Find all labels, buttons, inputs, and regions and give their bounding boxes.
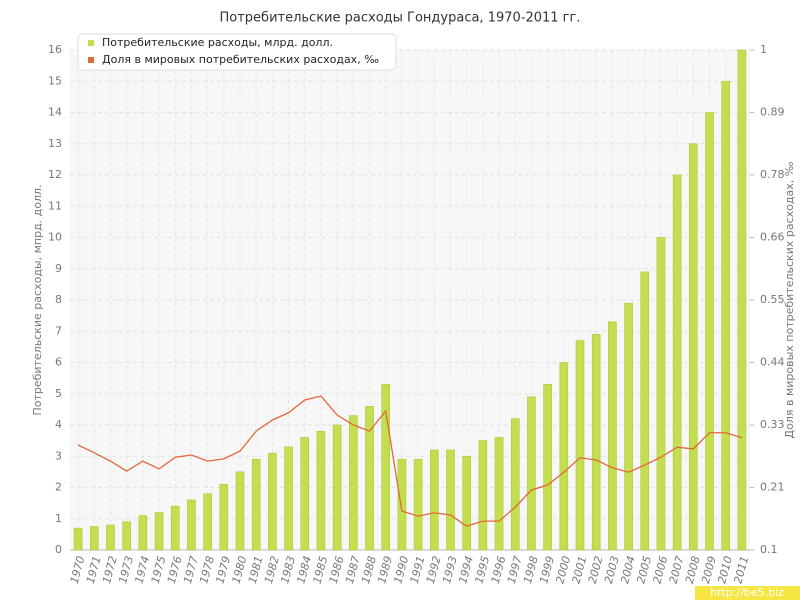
bar <box>656 237 666 551</box>
legend-swatch <box>88 57 94 63</box>
y-tick-label: 13 <box>48 137 62 150</box>
y-tick-label: 9 <box>55 262 62 275</box>
y-tick-label: 14 <box>48 106 62 119</box>
y2-tick-label: 0.66 <box>760 231 785 244</box>
bar <box>349 415 358 551</box>
bar <box>89 526 99 551</box>
bar <box>284 446 293 551</box>
y-tick-label: 8 <box>55 293 62 306</box>
chart-title: Потребительские расходы Гондураса, 1970-… <box>220 11 581 26</box>
bar <box>203 493 212 551</box>
y-tick-label: 16 <box>48 43 62 56</box>
bar <box>187 499 196 551</box>
bar <box>527 396 536 551</box>
y2-tick-label: 0.89 <box>760 106 785 119</box>
bar <box>73 527 83 551</box>
legend-box <box>77 33 397 71</box>
bar <box>138 515 148 551</box>
legend-swatch <box>88 40 94 46</box>
bar <box>559 362 569 551</box>
bar <box>219 484 229 551</box>
y2-tick-label: 0.78 <box>760 168 785 181</box>
y-tick-label: 0 <box>55 543 62 556</box>
bar <box>446 449 455 551</box>
y-axis-title: Потребительские расходы, мпрд. долл. <box>31 184 44 415</box>
bar <box>154 512 164 551</box>
y-tick-label: 3 <box>55 449 62 462</box>
bar <box>365 405 374 551</box>
watermark-bg <box>695 586 800 600</box>
legend-label: Доля в мировых потребительских расходах,… <box>102 53 379 66</box>
bar <box>251 459 261 551</box>
y-tick-label: 5 <box>55 387 62 400</box>
bar <box>705 112 714 551</box>
y-tick-label: 12 <box>48 168 62 181</box>
y2-tick-label: 0.1 <box>760 543 778 556</box>
bar <box>591 334 601 551</box>
bar <box>672 174 682 551</box>
y2-tick-label: 0.44 <box>760 356 785 369</box>
bar <box>575 340 585 551</box>
y-tick-label: 1 <box>55 512 62 525</box>
bar <box>170 505 180 551</box>
y-tick-label: 4 <box>55 418 62 431</box>
legend-label: Потребительские расходы, млрд. долл. <box>102 36 333 49</box>
bar <box>106 524 115 551</box>
bar <box>332 424 342 551</box>
y-tick-label: 10 <box>48 231 62 244</box>
y2-tick-label: 0.33 <box>760 418 785 431</box>
y2-tick-label: 0.21 <box>760 481 785 494</box>
y-tick-label: 11 <box>48 199 62 212</box>
bar <box>494 437 504 551</box>
bar <box>721 80 731 551</box>
y-tick-label: 15 <box>48 74 62 87</box>
line <box>77 395 743 527</box>
bar <box>429 449 439 551</box>
bar <box>640 271 650 551</box>
y-tick-label: 2 <box>55 481 62 494</box>
bar <box>122 521 131 551</box>
bar <box>397 459 407 551</box>
legend: Потребительские расходы, млрд. долл. Доля… <box>77 33 397 71</box>
bar <box>624 302 633 551</box>
bar <box>381 384 391 551</box>
bar <box>235 471 245 551</box>
bar <box>462 455 471 551</box>
watermark: http://be5.biz <box>710 586 784 599</box>
bar <box>316 430 326 551</box>
y-tick-label: 6 <box>55 356 62 369</box>
y2-tick-label: 0.55 <box>760 293 785 306</box>
bar <box>543 384 552 551</box>
bar <box>689 143 698 551</box>
y2-axis-title: Доля в мировых потребительских расходах,… <box>783 161 796 438</box>
bar <box>478 440 488 551</box>
bar <box>268 452 277 551</box>
bar <box>737 49 747 551</box>
bar <box>413 459 423 551</box>
y2-tick-label: 1 <box>760 43 767 56</box>
bar <box>300 437 310 551</box>
bar <box>608 321 617 551</box>
bar <box>510 418 520 551</box>
y-tick-label: 7 <box>55 324 62 337</box>
